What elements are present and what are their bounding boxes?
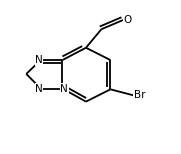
Text: N: N xyxy=(60,84,68,93)
Text: N: N xyxy=(35,55,43,65)
Text: O: O xyxy=(123,15,132,25)
Text: Br: Br xyxy=(134,91,145,100)
Text: N: N xyxy=(35,84,43,93)
